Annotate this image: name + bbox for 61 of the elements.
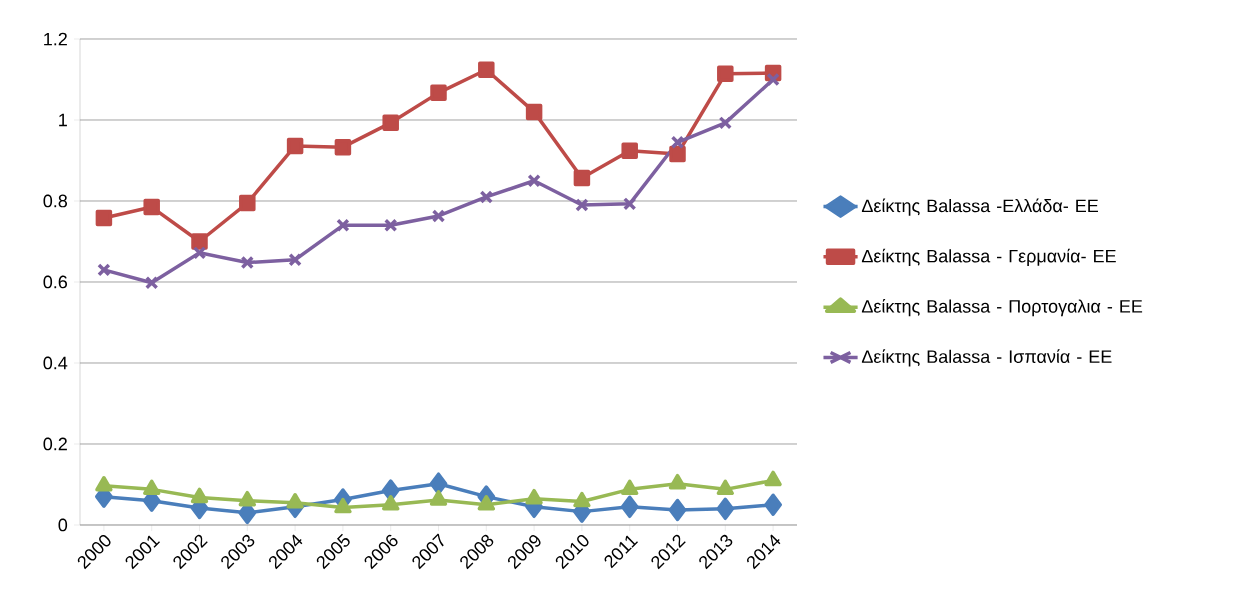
legend-label: Δείκτης Balassa - Πορτογαλια - ΕΕ [861,298,1143,317]
point [527,174,541,188]
point [623,197,637,211]
y-tick-label: 0 [58,518,68,532]
point [668,498,687,522]
point [525,488,543,505]
point [381,479,400,502]
point [95,209,113,227]
point [190,487,209,504]
point [288,253,302,267]
point [573,169,591,187]
point [334,497,352,514]
point [478,61,495,79]
point [718,116,733,130]
point [429,472,448,495]
point [621,142,638,160]
point [238,490,256,507]
point [143,479,161,496]
point [621,479,639,496]
y-tick-label: 1.2 [44,32,67,46]
point [573,491,591,508]
point [336,218,350,232]
point [192,246,207,260]
y-tick-label: 0.2 [43,437,67,451]
point [97,263,111,277]
point [620,495,639,519]
point [95,475,113,492]
point [525,103,543,121]
legend-label: Δείκτης Balassa -Ελλάδα- ΕΕ [861,198,1099,216]
legend-label: Δείκτης Balassa - Ισπανία - ΕΕ [861,349,1112,367]
point [716,479,734,496]
point [286,137,304,155]
y-tick-label: 0.4 [43,356,68,370]
point [764,493,782,516]
point [334,138,352,156]
point [479,190,494,204]
point [239,194,256,212]
point [191,233,208,250]
point [717,65,734,83]
point [477,495,495,511]
point [669,145,686,163]
y-tick-label: 1 [59,113,67,127]
point [429,490,448,506]
point [716,497,735,521]
point [384,218,398,232]
y-tick-label: 0.6 [43,275,68,289]
point [766,72,780,87]
point [286,492,304,509]
point [382,495,400,511]
point [670,135,685,149]
point [764,470,782,487]
point [240,255,254,270]
point [668,473,687,490]
point [143,198,160,216]
point [430,84,447,102]
point [382,114,399,132]
y-tick-label: 0.8 [43,194,68,208]
point [575,198,589,212]
point [145,276,159,290]
legend-label: Δείκτης Balassa - Γερμανία- ΕΕ [861,248,1116,267]
point [431,209,446,223]
